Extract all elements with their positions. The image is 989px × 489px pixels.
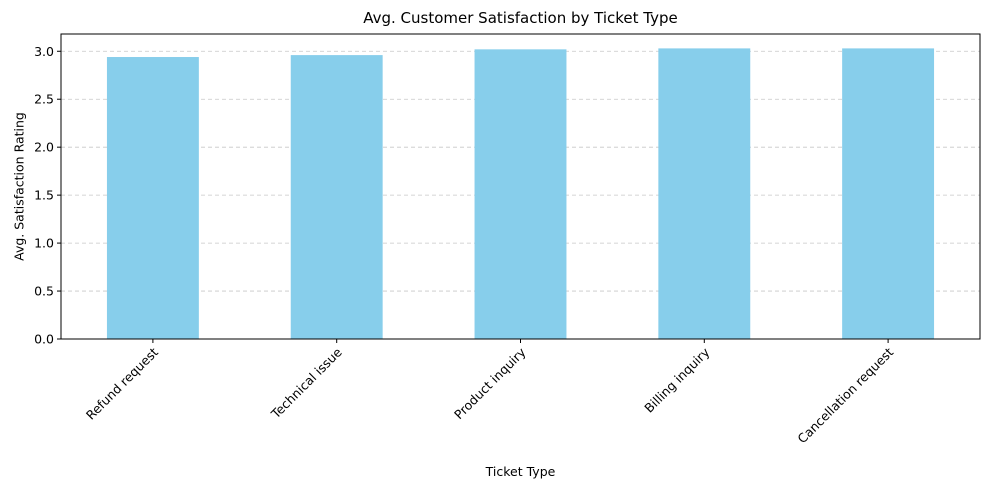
- y-tick-label: 0.5: [34, 284, 54, 299]
- bar: [290, 55, 383, 340]
- chart-title: Avg. Customer Satisfaction by Ticket Typ…: [363, 9, 678, 27]
- y-tick-label: 2.0: [34, 140, 54, 155]
- y-tick-label: 3.0: [34, 44, 54, 59]
- x-axis-label: Ticket Type: [485, 464, 556, 479]
- x-tick-label: Billing inquiry: [641, 344, 713, 416]
- bar: [658, 48, 751, 340]
- x-axis-ticks: Refund request Technical issue Product inq…: [83, 339, 896, 446]
- bars: [106, 48, 935, 340]
- bar: [474, 49, 567, 339]
- y-axis-label: Avg. Satisfaction Rating: [12, 112, 27, 261]
- x-tick-label: Product inquiry: [451, 344, 529, 422]
- x-tick-label: Technical issue: [267, 344, 345, 422]
- y-tick-label: 2.5: [34, 92, 54, 107]
- x-tick-label: Refund request: [83, 344, 161, 422]
- bar: [106, 57, 199, 340]
- x-tick-label: Cancellation request: [794, 344, 896, 446]
- y-tick-label: 1.5: [34, 188, 54, 203]
- y-tick-label: 1.0: [34, 236, 54, 251]
- bar: [842, 48, 935, 340]
- y-axis-ticks: 0.0 0.5 1.0 1.5 2.0 2.5 3.0: [34, 44, 61, 347]
- y-tick-label: 0.0: [34, 332, 54, 347]
